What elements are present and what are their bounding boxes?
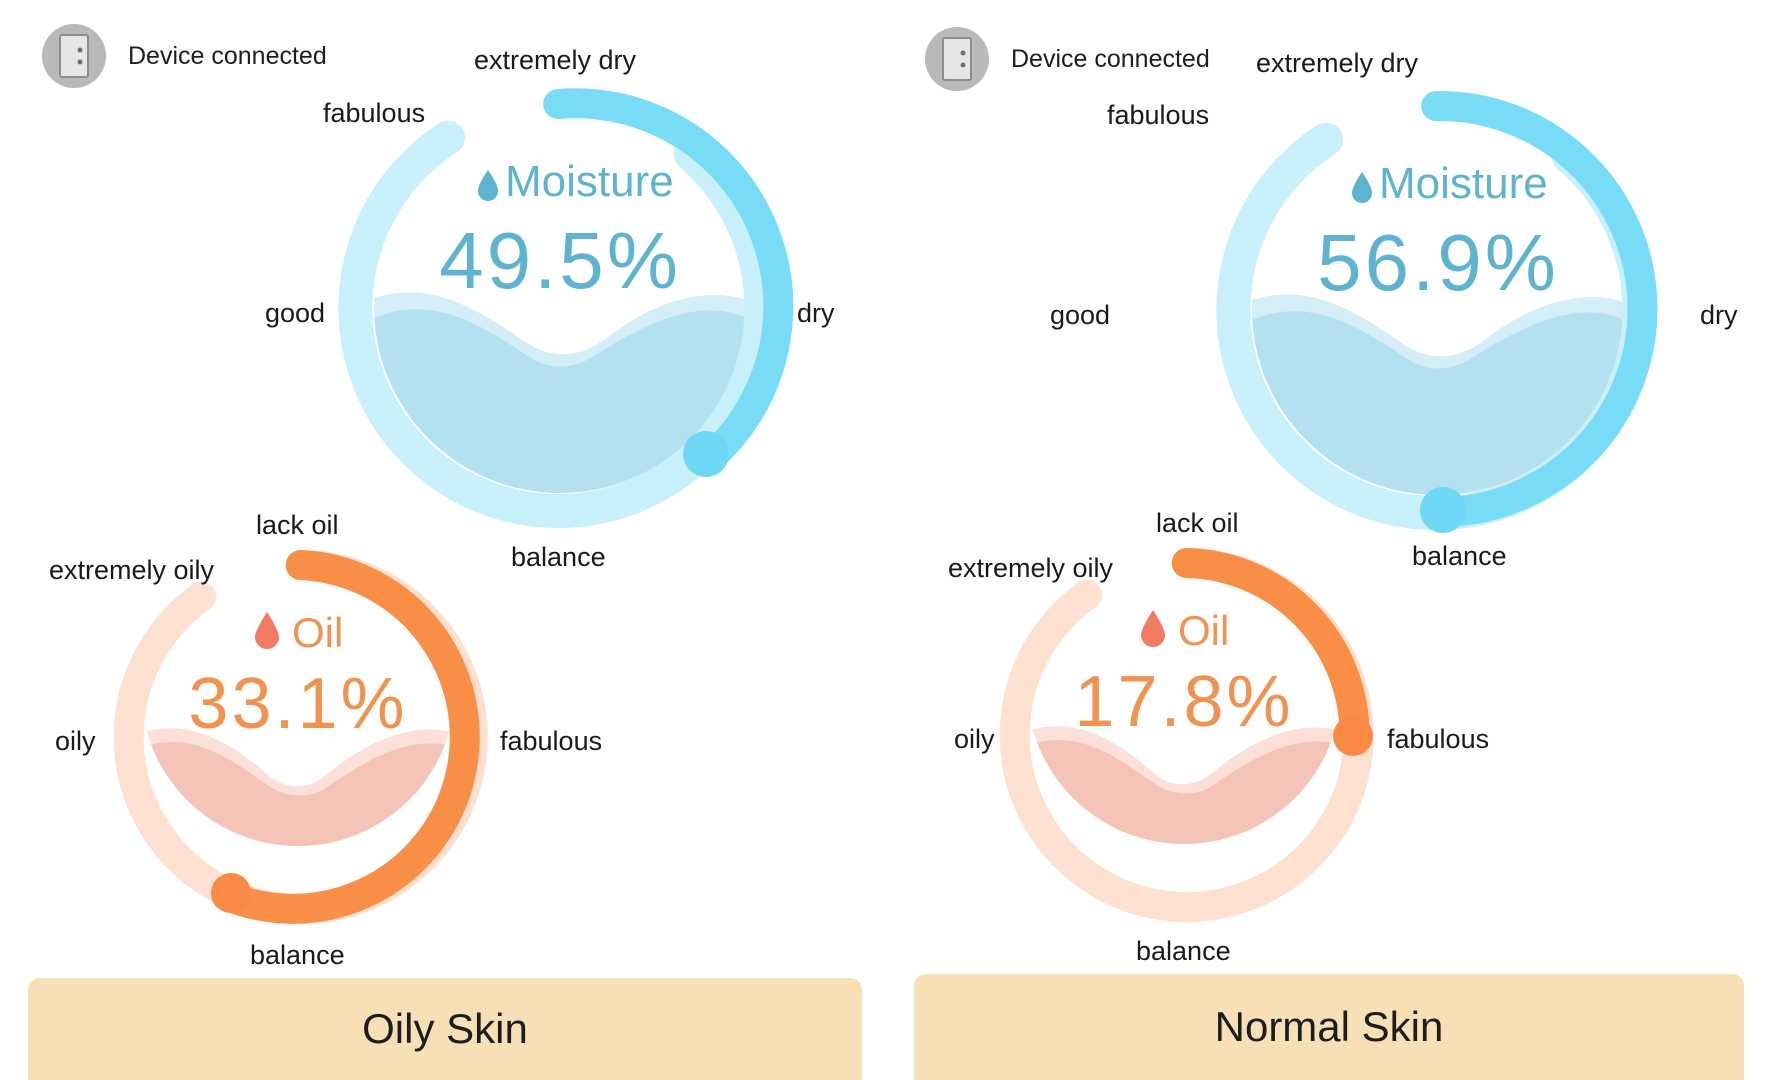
oil-label-balance: balance <box>250 940 345 970</box>
moisture-label-good: good <box>265 298 326 328</box>
moisture-gauge: Moisture 49.5% <box>338 88 794 529</box>
moisture-title: Moisture <box>1379 159 1548 208</box>
oil-label-extremely-oily: extremely oily <box>948 553 1114 583</box>
moisture-progress-arc <box>1421 90 1658 527</box>
device-status: Device connected <box>925 27 1210 91</box>
moisture-label-fabulous: fabulous <box>323 98 426 128</box>
water-drop-icon <box>1352 172 1372 203</box>
oil-label-oily: oily <box>954 724 995 754</box>
water-drop-icon <box>255 612 279 649</box>
oil-label-lack-oil: lack oil <box>256 510 339 540</box>
moisture-title: Moisture <box>505 157 674 206</box>
moisture-label-extremely-dry: extremely dry <box>474 45 637 75</box>
phone-device-icon <box>925 27 989 91</box>
result-panel-right: Device connected Moisture 56.9% extremel… <box>886 0 1772 1080</box>
moisture-label-dry: dry <box>1700 300 1738 330</box>
oil-progress-knob <box>211 873 251 913</box>
result-panel-left: Device connected Moisture 49.5% extremel… <box>28 24 862 1080</box>
oil-value: 33.1% <box>188 664 407 744</box>
skin-type-result-card[interactable]: Oily Skin <box>28 978 862 1080</box>
skin-type-result-text: Normal Skin <box>1214 1003 1444 1050</box>
oil-label-oily: oily <box>55 726 96 756</box>
oil-label-fabulous: fabulous <box>1387 724 1490 754</box>
moisture-progress-arc <box>543 88 794 473</box>
oil-label-balance: balance <box>1136 936 1231 966</box>
device-status-text: Device connected <box>128 41 327 70</box>
water-drop-icon <box>478 170 498 201</box>
moisture-label-balance: balance <box>511 542 606 572</box>
skin-type-result-text: Oily Skin <box>362 1005 528 1052</box>
moisture-label-good: good <box>1050 300 1111 330</box>
phone-device-icon <box>42 24 106 88</box>
device-status: Device connected <box>42 24 327 88</box>
device-status-text: Device connected <box>1011 44 1210 73</box>
water-drop-icon <box>1141 610 1165 647</box>
moisture-label-extremely-dry: extremely dry <box>1256 48 1419 78</box>
oil-value: 17.8% <box>1074 662 1293 742</box>
moisture-value: 56.9% <box>1317 218 1559 307</box>
oil-progress-arc <box>211 550 480 924</box>
oil-progress-arc <box>1171 548 1370 751</box>
oil-label-extremely-oily: extremely oily <box>49 555 215 585</box>
oil-title: Oil <box>1178 607 1229 654</box>
moisture-value: 49.5% <box>439 216 681 305</box>
oil-label-lack-oil: lack oil <box>1156 508 1239 538</box>
moisture-track <box>338 120 779 529</box>
oil-label-fabulous: fabulous <box>500 726 603 756</box>
moisture-progress-knob <box>1420 487 1466 533</box>
skin-type-result-card[interactable]: Normal Skin <box>914 974 1744 1080</box>
oil-title: Oil <box>292 609 343 656</box>
moisture-progress-knob <box>683 431 729 477</box>
moisture-label-dry: dry <box>797 298 835 328</box>
oil-progress-knob <box>1333 716 1373 756</box>
oil-gauge: Oil 33.1% <box>113 550 488 924</box>
moisture-label-fabulous: fabulous <box>1107 100 1210 130</box>
moisture-gauge: Moisture 56.9% <box>1216 90 1658 533</box>
oil-gauge: Oil 17.8% <box>999 548 1374 922</box>
moisture-label-balance: balance <box>1412 541 1507 571</box>
